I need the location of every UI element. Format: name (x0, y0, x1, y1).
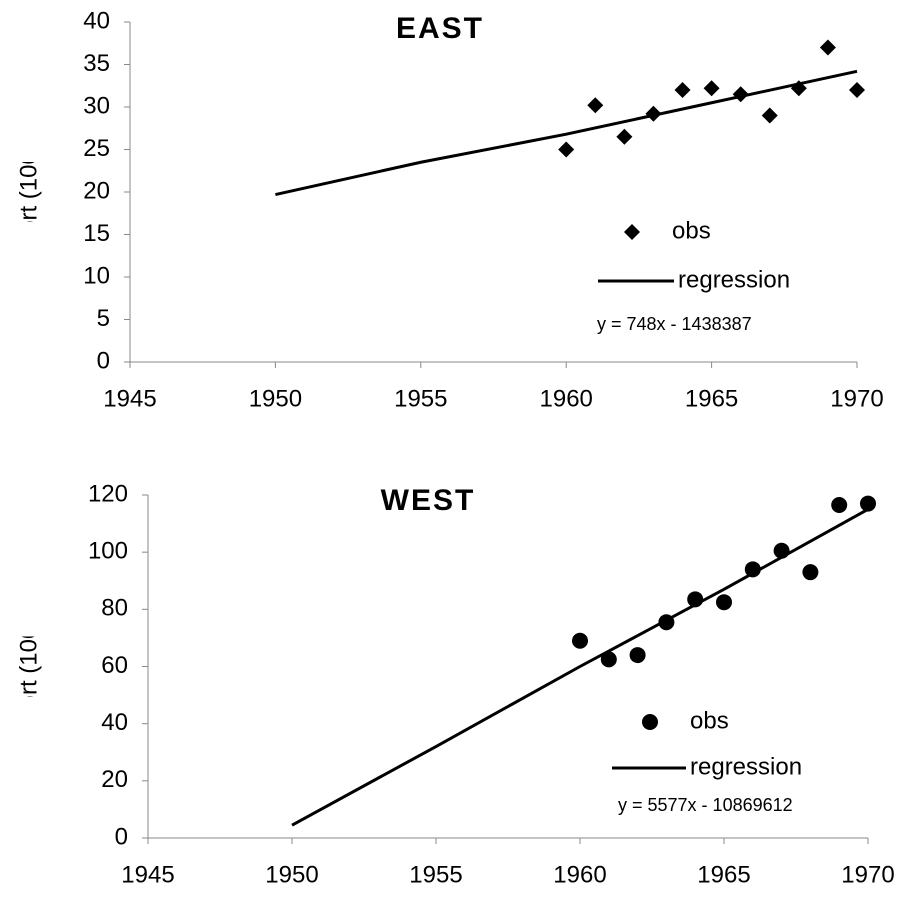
legend-label: obs (672, 217, 711, 244)
x-tick-label: 1955 (409, 861, 462, 888)
y-tick-label: 15 (83, 220, 110, 247)
x-tick-label: 1965 (697, 861, 750, 888)
obs-marker (860, 495, 876, 512)
y-tick-label: 80 (101, 595, 128, 622)
x-tick-label: 1945 (103, 385, 156, 412)
y-tick-label: 0 (97, 347, 110, 374)
legend-label: regression (678, 266, 790, 293)
obs-marker (849, 82, 865, 98)
y-tick-label: 120 (88, 480, 128, 507)
y-tick-label: 0 (115, 823, 128, 850)
y-tick-label: 25 (83, 135, 110, 162)
y-tick-label: 40 (101, 709, 128, 736)
x-tick-label: 1970 (830, 385, 883, 412)
y-tick-label: 60 (101, 652, 128, 679)
x-tick-label: 1945 (121, 861, 174, 888)
y-tick-label: 20 (83, 177, 110, 204)
regression-line (291, 507, 869, 827)
equation: y = 5577x - 10869612 (618, 795, 793, 815)
y-tick-label: 40 (83, 7, 110, 34)
x-tick-label: 1950 (249, 385, 302, 412)
obs-marker (761, 107, 778, 124)
chart-title: EAST (396, 12, 484, 45)
x-tick-label: 1960 (553, 861, 606, 888)
x-tick-label: 1970 (841, 861, 894, 888)
obs-marker (572, 632, 588, 649)
obs-marker (616, 128, 633, 145)
regression-line (275, 69, 858, 197)
y-tick-label: 20 (101, 766, 128, 793)
chart-panel: WEST Effort (1000's 0 20 40 60 80 100 120 1945 195… (15, 480, 894, 888)
legend-label: regression (690, 753, 802, 780)
chart-panel: EAST Effort (1000's 0 5 10 15 20 25 30 35 40 1945 19… (15, 7, 883, 412)
x-tick-label: 1965 (685, 385, 738, 412)
obs-marker (587, 97, 604, 114)
y-tick-label: 30 (83, 92, 110, 119)
obs-marker (674, 82, 691, 98)
y-tick-label: 100 (88, 538, 128, 565)
y-tick-label: 35 (83, 50, 110, 77)
chart-title: WEST (381, 484, 476, 517)
x-tick-label: 1960 (540, 385, 593, 412)
obs-marker (744, 561, 761, 578)
equation: y = 748x - 1438387 (597, 314, 752, 334)
y-axis-label: Effort (1000's (15, 121, 42, 263)
obs-marker (831, 497, 848, 514)
obs-marker (819, 39, 836, 56)
x-tick-label: 1955 (394, 385, 447, 412)
y-tick-label: 10 (83, 262, 110, 289)
obs-marker (558, 141, 575, 158)
legend-label: obs (690, 707, 729, 734)
obs-marker (703, 80, 720, 97)
x-tick-label: 1950 (265, 861, 318, 888)
obs-marker (600, 651, 617, 668)
y-tick-label: 5 (97, 305, 110, 332)
obs-marker (802, 564, 819, 581)
obs-marker (629, 647, 646, 664)
y-axis-label: Effort (1000's (15, 596, 42, 738)
obs-marker (716, 594, 732, 611)
legend-marker (642, 714, 658, 730)
legend-marker (624, 224, 640, 240)
